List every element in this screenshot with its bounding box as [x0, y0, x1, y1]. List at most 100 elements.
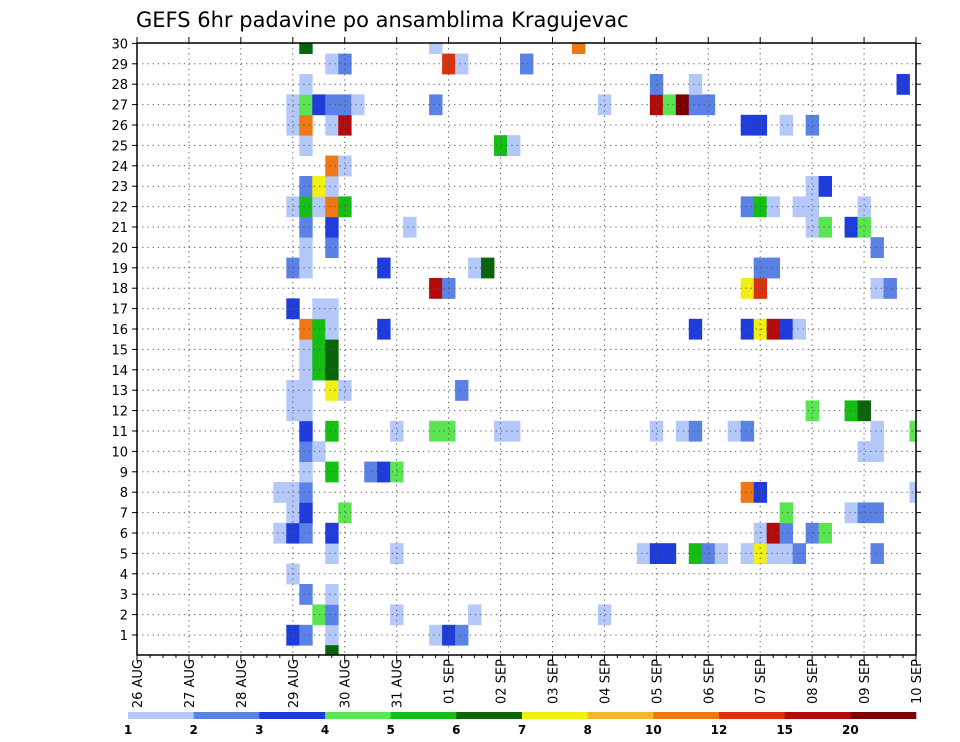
heatmap-cell	[338, 380, 352, 401]
heatmap-cell	[857, 216, 871, 238]
y-tick-label: 16	[111, 323, 128, 338]
x-tick-label: 06 SEP	[702, 659, 717, 704]
heatmap-cell	[312, 176, 326, 197]
heatmap-cell	[390, 420, 404, 442]
heatmap-cell	[805, 114, 820, 136]
heatmap-cell	[714, 543, 729, 564]
y-tick-label: 19	[111, 262, 128, 277]
heatmap-cell	[377, 461, 391, 483]
x-tick-label: 01 SEP	[443, 659, 458, 704]
heatmap-cell	[273, 482, 287, 503]
legend-swatch	[522, 712, 588, 719]
heatmap-cell	[299, 502, 313, 524]
heatmap-cell	[740, 196, 755, 218]
y-tick-label: 30	[111, 37, 128, 52]
heatmap-cell	[299, 359, 313, 381]
y-tick-label: 13	[111, 384, 128, 399]
x-tick-label: 28 AUG	[235, 659, 250, 708]
heatmap-cell	[299, 94, 313, 116]
heatmap-cell	[896, 74, 910, 95]
heatmap-cell	[766, 318, 781, 340]
x-tick-label: 02 SEP	[495, 659, 510, 704]
heatmap-cell	[390, 461, 404, 483]
heatmap-cell	[870, 420, 884, 442]
heatmap-cell	[442, 420, 456, 442]
legend-label: 1	[124, 723, 132, 737]
heatmap-cell	[338, 94, 352, 116]
x-tick-label: 05 SEP	[650, 659, 665, 704]
heatmap-cell	[325, 196, 339, 218]
heatmap-cell	[805, 176, 820, 197]
heatmap-cell	[675, 420, 690, 442]
heatmap-cell	[870, 441, 884, 462]
heatmap-cell	[325, 380, 339, 401]
heatmap-cell	[455, 53, 469, 75]
legend-swatch	[456, 712, 523, 719]
x-tick-label: 10 SEP	[910, 659, 925, 704]
legend-label: 8	[583, 723, 591, 737]
heatmap-cell	[649, 74, 664, 95]
legend-swatch	[784, 712, 851, 719]
heatmap-cell	[688, 420, 703, 442]
x-tick-label: 27 AUG	[183, 659, 198, 708]
heatmap-cell	[753, 257, 768, 279]
heatmap-cell	[299, 522, 313, 544]
heatmap-cell	[325, 604, 339, 626]
y-tick-label: 26	[111, 119, 128, 134]
heatmap-cell	[325, 216, 339, 238]
x-tick-label: 09 SEP	[858, 659, 873, 704]
y-tick-label: 18	[111, 282, 128, 297]
y-tick-label: 22	[111, 201, 128, 216]
heatmap-cell	[325, 339, 339, 360]
heatmap-cell	[805, 216, 820, 238]
heatmap-cell	[299, 216, 313, 238]
heatmap-cell	[688, 543, 703, 564]
heatmap-cell	[870, 237, 884, 258]
legend-swatch	[719, 712, 785, 719]
heatmap-cell	[468, 604, 482, 626]
heatmap-cell	[325, 114, 339, 136]
heatmap-cell	[325, 237, 339, 258]
heatmap-cell	[325, 522, 339, 544]
heatmap-cell	[377, 257, 391, 279]
heatmap-cell	[325, 624, 339, 646]
heatmap-cell	[597, 94, 612, 116]
y-tick-label: 7	[120, 507, 128, 522]
heatmap-cell	[429, 94, 443, 116]
y-tick-label: 3	[120, 588, 128, 603]
heatmap-cell	[299, 176, 313, 197]
heatmap-cell	[805, 400, 820, 422]
x-tick-label: 03 SEP	[546, 659, 561, 704]
heatmap-cell	[740, 543, 755, 564]
heatmap-cell	[792, 543, 807, 564]
y-axis: 1234567891011121314151617181920212223242…	[111, 37, 921, 644]
heatmap-cell	[429, 420, 443, 442]
heatmap-cell	[649, 94, 664, 116]
heatmap-cell	[507, 420, 521, 442]
heatmap-cell	[390, 604, 404, 626]
heatmap-cell	[299, 257, 313, 279]
heatmap-cell	[299, 461, 313, 483]
heatmap-cell	[779, 502, 794, 524]
heatmap-cell	[753, 522, 768, 544]
heatmap-cell	[312, 359, 326, 381]
y-tick-label: 29	[111, 58, 128, 73]
legend-label: 2	[189, 723, 197, 737]
heatmap-cell	[299, 624, 313, 646]
heatmap-cell	[688, 94, 703, 116]
heatmap-cell	[507, 135, 521, 156]
heatmap-cell	[442, 624, 456, 646]
x-tick-label: 07 SEP	[754, 659, 769, 704]
heatmap-cell	[844, 216, 858, 238]
y-tick-label: 27	[111, 99, 128, 114]
heatmap-cell	[857, 400, 871, 422]
y-tick-label: 21	[111, 221, 128, 236]
heatmap-cell	[325, 298, 339, 320]
y-tick-label: 12	[111, 405, 128, 420]
heatmap-cell	[325, 176, 339, 197]
heatmap-cell	[571, 43, 586, 54]
legend-label: 4	[321, 723, 329, 737]
heatmap-cell	[299, 74, 313, 95]
heatmap-cell	[325, 420, 339, 442]
